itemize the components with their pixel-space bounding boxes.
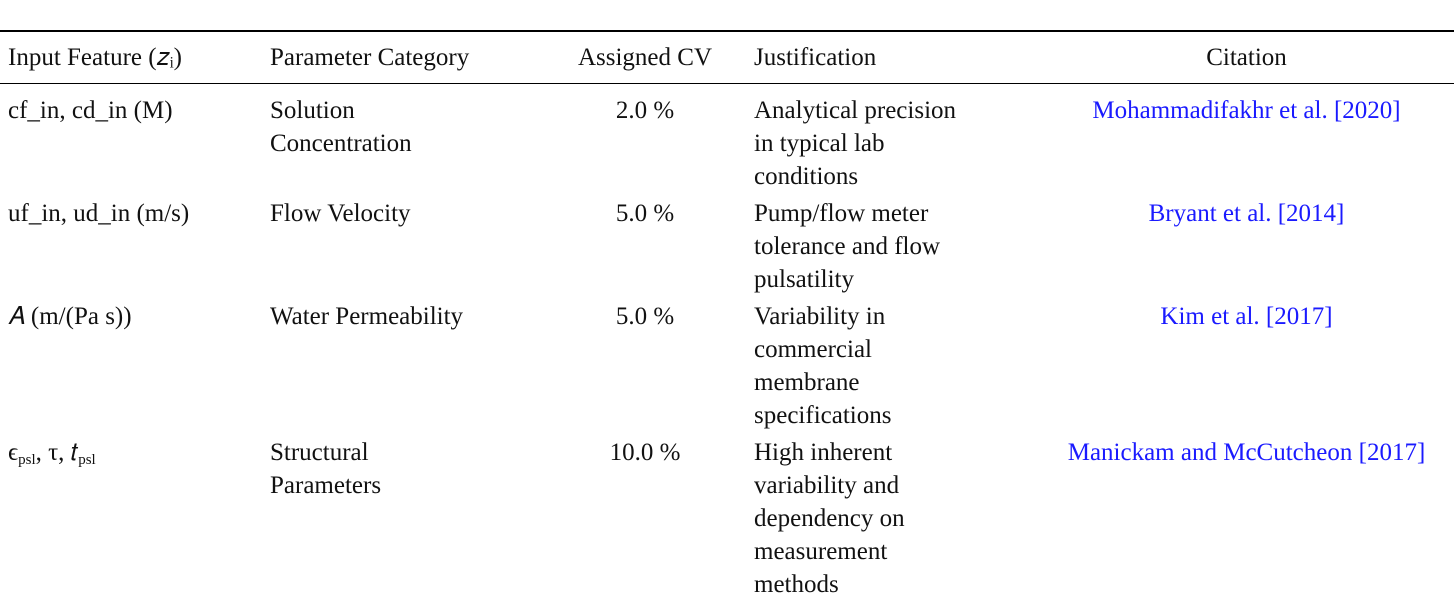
- justification: High inherent variability and dependency o…: [740, 432, 1039, 601]
- justification-line: tolerance and flow: [754, 233, 941, 260]
- feature-subscript: psl: [78, 452, 96, 468]
- justification-line: commercial: [754, 336, 872, 363]
- category-line: Parameters: [270, 472, 382, 499]
- header-row: Input Feature (𝑧ᵢ) Parameter Category Assi…: [0, 31, 1454, 84]
- table-row: cf_in, cd_in (M) Solution Concentration 2.0…: [0, 84, 1454, 194]
- category-line: Concentration: [270, 130, 412, 157]
- category-line: Structural: [270, 439, 369, 466]
- table-body: cf_in, cd_in (M) Solution Concentration 2.0…: [0, 84, 1454, 602]
- justification-line: specifications: [754, 402, 892, 429]
- parameter-category: Solution Concentration: [270, 84, 550, 194]
- feature-text: , τ, 𝑡: [35, 439, 79, 466]
- justification-line: Variability in: [754, 303, 886, 330]
- justification: Analytical precision in typical lab condit…: [740, 84, 1039, 194]
- justification-line: Analytical precision: [754, 97, 957, 124]
- citation-cell: Bryant et al. [2014]: [1039, 193, 1454, 296]
- justification: Variability in commercial membrane specific…: [740, 296, 1039, 432]
- table-row: 𝐴 (m/(Pa s)) Water Permeability 5.0 % Varia…: [0, 296, 1454, 432]
- justification-line: membrane: [754, 369, 860, 396]
- column-header: Justification: [740, 31, 1039, 84]
- assigned-cv: 5.0 %: [615, 200, 675, 227]
- citation[interactable]: Kim et al. [2017]: [1160, 303, 1333, 330]
- feature-subscript: psl: [18, 452, 36, 468]
- assigned-cv: 10.0 %: [609, 439, 681, 466]
- justification-line: High inherent: [754, 439, 893, 466]
- citation-cell: Kim et al. [2017]: [1039, 296, 1454, 432]
- assigned-cv: 5.0 %: [615, 303, 675, 330]
- citation[interactable]: Mohammadifakhr et al. [2020]: [1092, 97, 1401, 124]
- parameter-category: Water Permeability: [270, 296, 550, 432]
- justification-line: in typical lab: [754, 130, 885, 157]
- input-feature: ϵpsl, τ, 𝑡psl: [0, 432, 270, 601]
- column-header: Citation: [1039, 31, 1454, 84]
- table-row: uf_in, ud_in (m/s) Flow Velocity 5.0 % Pump…: [0, 193, 1454, 296]
- column-header: Assigned CV: [550, 31, 740, 84]
- justification-line: Pump/flow meter: [754, 200, 929, 227]
- feature-text: 𝐴 (m/(Pa s)): [8, 303, 132, 330]
- parameter-category: Flow Velocity: [270, 193, 550, 296]
- column-header: Parameter Category: [270, 31, 550, 84]
- feature-text: cf_in, cd_in (M): [8, 97, 173, 124]
- citation[interactable]: Manickam and McCutcheon [2017]: [1067, 439, 1426, 466]
- input-feature: cf_in, cd_in (M): [0, 84, 270, 194]
- feature-text: ϵ: [8, 439, 19, 466]
- input-feature: uf_in, ud_in (m/s): [0, 193, 270, 296]
- justification-line: conditions: [754, 163, 859, 190]
- input-feature: 𝐴 (m/(Pa s)): [0, 296, 270, 432]
- assigned-cv: 2.0 %: [615, 97, 675, 124]
- citation[interactable]: Bryant et al. [2014]: [1148, 200, 1345, 227]
- parameter-table: Input Feature (𝑧ᵢ) Parameter Category Assi…: [0, 30, 1454, 601]
- parameter-category: Structural Parameters: [270, 432, 550, 601]
- category-line: Flow Velocity: [270, 200, 411, 227]
- category-line: Water Permeability: [270, 303, 464, 330]
- justification-line: dependency on: [754, 505, 905, 532]
- justification: Pump/flow meter tolerance and flow pulsati…: [740, 193, 1039, 296]
- justification-line: measurement: [754, 538, 888, 565]
- table-row: ϵpsl, τ, 𝑡psl Structural Parameters 10.0 % H…: [0, 432, 1454, 601]
- justification-line: variability and: [754, 472, 900, 499]
- citation-cell: Manickam and McCutcheon [2017]: [1039, 432, 1454, 601]
- column-header: Input Feature (𝑧ᵢ): [0, 31, 270, 84]
- category-line: Solution: [270, 97, 355, 124]
- justification-line: methods: [754, 571, 839, 598]
- feature-text: uf_in, ud_in (m/s): [8, 200, 190, 227]
- justification-line: pulsatility: [754, 266, 854, 293]
- citation-cell: Mohammadifakhr et al. [2020]: [1039, 84, 1454, 194]
